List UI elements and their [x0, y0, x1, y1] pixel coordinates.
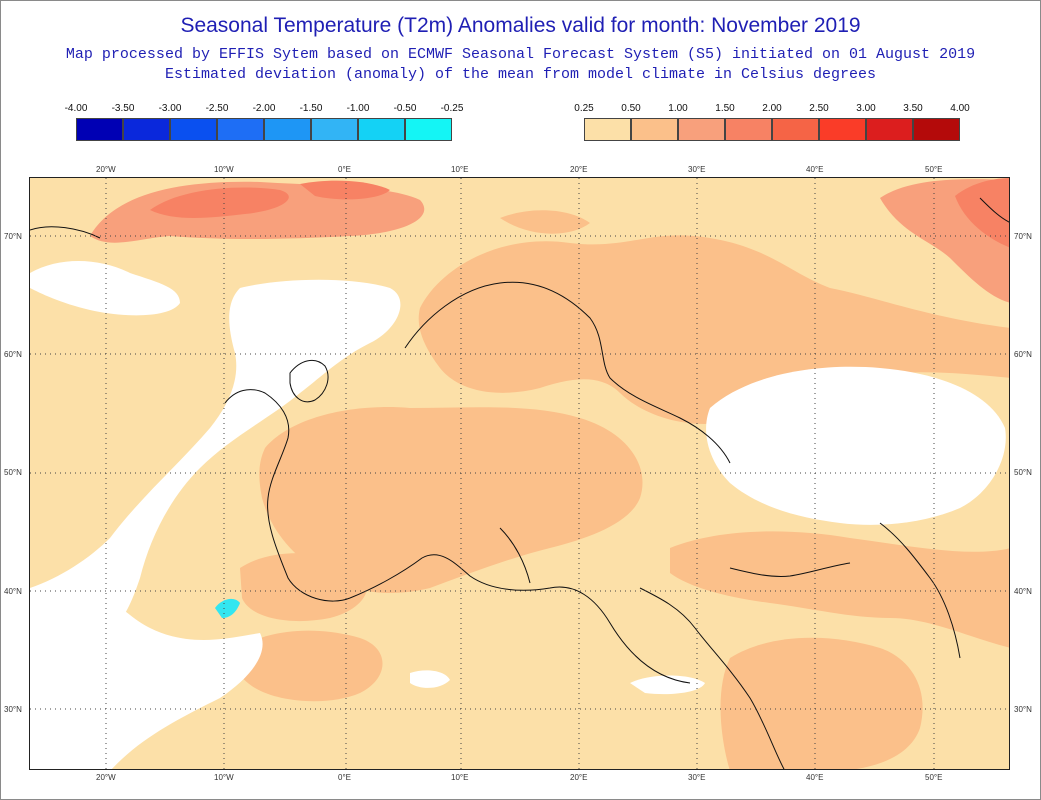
lat-label-right: 70°N — [1014, 232, 1032, 241]
lon-label-bottom: 40°E — [806, 773, 824, 782]
no-anomaly-region — [630, 675, 705, 695]
map-canvas — [30, 178, 1009, 769]
legend-label: 3.00 — [856, 103, 876, 114]
legend-swatch — [311, 118, 358, 141]
no-anomaly-region — [410, 670, 450, 688]
coastline — [289, 359, 329, 403]
legend-label: 2.00 — [762, 103, 782, 114]
legend-label: -0.50 — [393, 103, 417, 114]
legend-label: -2.50 — [205, 103, 229, 114]
legend-label: -1.50 — [299, 103, 323, 114]
lon-label-top: 40°E — [806, 165, 824, 174]
coastlines — [30, 197, 1009, 769]
graticule — [30, 178, 1009, 769]
lon-label-bottom: 10°W — [214, 773, 234, 782]
page-title: Seasonal Temperature (T2m) Anomalies val… — [180, 14, 861, 37]
legend-swatch — [123, 118, 170, 141]
lon-label-top: 20°W — [96, 165, 116, 174]
coastline — [224, 389, 351, 602]
lon-label-top: 10°E — [451, 165, 469, 174]
lat-label-right: 50°N — [1014, 468, 1032, 477]
anomaly-region-level3 — [955, 178, 1009, 248]
no-anomaly-region — [30, 279, 401, 648]
legend-swatch — [358, 118, 405, 141]
lat-label-left: 50°N — [4, 468, 22, 477]
legend-label: -0.25 — [440, 103, 464, 114]
lon-label-bottom: 20°W — [96, 773, 116, 782]
lat-label-left: 60°N — [4, 350, 22, 359]
lon-label-bottom: 0°E — [338, 773, 351, 782]
lon-label-top: 0°E — [338, 165, 351, 174]
legend-swatch — [631, 118, 678, 141]
coastline — [30, 226, 101, 239]
legend-swatch — [76, 118, 123, 141]
legend-label: -2.00 — [252, 103, 276, 114]
legend-swatch — [405, 118, 452, 141]
legend-label: 1.00 — [668, 103, 688, 114]
lat-label-right: 40°N — [1014, 587, 1032, 596]
lon-label-bottom: 50°E — [925, 773, 943, 782]
legend-negative — [76, 104, 452, 141]
lon-label-top: 20°E — [570, 165, 588, 174]
lon-label-top: 30°E — [688, 165, 706, 174]
legend-swatch — [678, 118, 725, 141]
legend-label: -4.00 — [64, 103, 88, 114]
no-anomaly-region — [30, 578, 263, 769]
lat-label-right: 60°N — [1014, 350, 1032, 359]
coastline — [349, 554, 691, 684]
subtitle-description: Estimated deviation (anomaly) of the mea… — [164, 66, 877, 83]
legend-swatch — [170, 118, 217, 141]
coastline — [639, 587, 785, 769]
legend-swatch — [217, 118, 264, 141]
legend-swatch — [913, 118, 960, 141]
lon-label-top: 50°E — [925, 165, 943, 174]
lat-label-left: 40°N — [4, 587, 22, 596]
legend-label: 0.25 — [574, 103, 594, 114]
anomaly-region-level1 — [500, 210, 590, 234]
anomaly-region-level3 — [300, 180, 390, 200]
legend-label: -3.50 — [111, 103, 135, 114]
anomaly-region-level1 — [418, 235, 1009, 424]
legend-swatch — [819, 118, 866, 141]
cold-anomaly-region — [215, 598, 240, 618]
coastline — [879, 522, 961, 659]
lon-label-bottom: 20°E — [570, 773, 588, 782]
lat-label-right: 30°N — [1014, 705, 1032, 714]
no-anomaly-region — [30, 260, 180, 316]
lon-label-bottom: 10°E — [451, 773, 469, 782]
coastline — [404, 281, 731, 464]
legend-swatch — [772, 118, 819, 141]
lon-label-bottom: 30°E — [688, 773, 706, 782]
legend-label: -3.00 — [158, 103, 182, 114]
legend-label: 3.50 — [903, 103, 923, 114]
legend-label: 0.50 — [621, 103, 641, 114]
coastline — [499, 527, 531, 584]
anomaly-region-level1 — [240, 553, 368, 622]
anomaly-region-level1 — [259, 407, 643, 593]
anomaly-map — [29, 177, 1010, 770]
legend-swatch — [264, 118, 311, 141]
legend-label: 1.50 — [715, 103, 735, 114]
legend-label: 4.00 — [950, 103, 970, 114]
no-anomaly-region — [706, 366, 1006, 525]
legend-swatch — [584, 118, 631, 141]
coastline — [979, 197, 1009, 223]
coastline — [729, 562, 851, 577]
lon-label-top: 10°W — [214, 165, 234, 174]
subtitle-processing: Map processed by EFFIS Sytem based on EC… — [65, 46, 976, 63]
legend-label: 2.50 — [809, 103, 829, 114]
lat-label-left: 70°N — [4, 232, 22, 241]
legend-swatch — [866, 118, 913, 141]
anomaly-region-level1 — [670, 531, 1009, 648]
legend-positive — [584, 104, 960, 141]
lat-label-left: 30°N — [4, 705, 22, 714]
legend-label: -1.00 — [346, 103, 370, 114]
anomaly-region-level1 — [720, 637, 923, 769]
anomaly-region-level3 — [150, 187, 289, 218]
legend-swatch — [725, 118, 772, 141]
